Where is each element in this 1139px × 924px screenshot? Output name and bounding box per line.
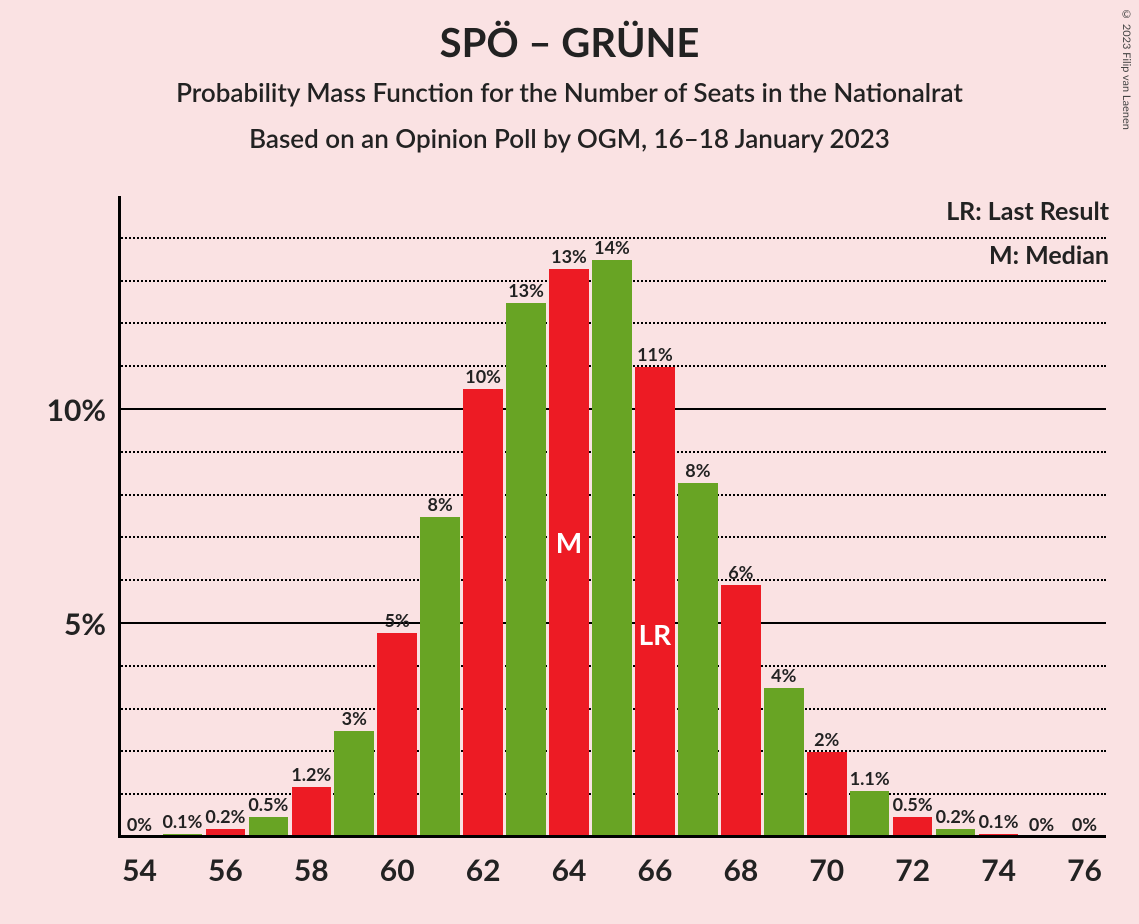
bar-value-label: 0.2% xyxy=(205,805,245,829)
bar-slot: 1.1% xyxy=(848,196,891,838)
x-tick-label: 72 xyxy=(895,838,930,888)
bar: 13% xyxy=(506,303,546,838)
bar: 5% xyxy=(377,633,417,838)
bar-slot: 1.2% xyxy=(290,196,333,838)
bar-value-label: 0.1% xyxy=(162,810,202,834)
bar-value-label: 5% xyxy=(385,609,410,633)
bar-slot: 4% xyxy=(762,196,805,838)
x-tick-label: 64 xyxy=(552,838,587,888)
plot-area: 0%0.1%0.2%0.5%1.2%3%5%8%10%13%13%M14%11%… xyxy=(118,196,1106,838)
bar-value-label: 6% xyxy=(728,561,753,585)
x-tick-label: 60 xyxy=(380,838,415,888)
bar-slot: 8% xyxy=(676,196,719,838)
copyright-text: © 2023 Filip van Laenen xyxy=(1120,8,1133,130)
chart-subtitle-2: Based on an Opinion Poll by OGM, 16–18 J… xyxy=(0,122,1139,154)
bar-value-label: 1.1% xyxy=(850,767,890,791)
bar-slot: 0% xyxy=(1063,196,1106,838)
bar-slot: 10% xyxy=(462,196,505,838)
bar-slot: 14% xyxy=(590,196,633,838)
bar: 8% xyxy=(420,517,460,838)
bar-value-label: 14% xyxy=(594,236,630,260)
bar-slot: 0% xyxy=(118,196,161,838)
bar: 1.1% xyxy=(850,791,890,838)
bar-inner-label: LR xyxy=(639,617,672,651)
bar-value-label: 0% xyxy=(1072,813,1097,837)
bar-slot: 8% xyxy=(419,196,462,838)
bar-value-label: 0% xyxy=(1029,813,1054,837)
x-tick-label: 70 xyxy=(809,838,844,888)
bar-slot: 2% xyxy=(805,196,848,838)
chart-title: SPÖ – GRÜNE xyxy=(0,18,1139,66)
bar: 2% xyxy=(807,752,847,838)
bar-value-label: 13% xyxy=(508,279,544,303)
bar-value-label: 0.1% xyxy=(979,810,1019,834)
bar-slot: 0.2% xyxy=(204,196,247,838)
x-axis xyxy=(118,835,1106,838)
bar: 10% xyxy=(463,389,503,838)
x-tick-label: 54 xyxy=(122,838,157,888)
bar-value-label: 13% xyxy=(551,245,587,269)
bar-value-label: 0.5% xyxy=(893,793,933,817)
bar-value-label: 0.5% xyxy=(248,793,288,817)
bar: 13%M xyxy=(549,269,589,838)
bar: 1.2% xyxy=(292,787,332,838)
x-tick-label: 76 xyxy=(1067,838,1102,888)
bar: 14% xyxy=(592,260,632,838)
bar-slot: 0.2% xyxy=(934,196,977,838)
bar-value-label: 11% xyxy=(637,343,673,367)
bar: 8% xyxy=(678,483,718,838)
bar-slot: 0.1% xyxy=(977,196,1020,838)
bars-container: 0%0.1%0.2%0.5%1.2%3%5%8%10%13%13%M14%11%… xyxy=(118,196,1106,838)
x-tick-label: 68 xyxy=(723,838,758,888)
bar-value-label: 8% xyxy=(685,459,710,483)
bar-slot: 3% xyxy=(333,196,376,838)
bar: 6% xyxy=(721,585,761,838)
bar: 3% xyxy=(334,731,374,838)
bar-value-label: 0.2% xyxy=(936,805,976,829)
bar-value-label: 10% xyxy=(465,365,501,389)
bar-slot: 13% xyxy=(505,196,548,838)
x-tick-label: 66 xyxy=(638,838,673,888)
bar-slot: 0.5% xyxy=(891,196,934,838)
bar-slot: 6% xyxy=(719,196,762,838)
bar-value-label: 8% xyxy=(428,493,453,517)
bar-slot: 11% LR xyxy=(633,196,676,838)
x-tick-label: 58 xyxy=(294,838,329,888)
bar-slot: 0.5% xyxy=(247,196,290,838)
y-tick-label: 10% xyxy=(47,392,118,428)
y-tick-label: 5% xyxy=(64,606,118,642)
bar-value-label: 1.2% xyxy=(291,763,331,787)
bar-inner-label: M xyxy=(556,525,582,559)
chart-subtitle-1: Probability Mass Function for the Number… xyxy=(0,76,1139,108)
bar-value-label: 2% xyxy=(814,728,839,752)
bar-value-label: 4% xyxy=(771,664,796,688)
bar-slot: 0.1% xyxy=(161,196,204,838)
bar: 11%LR xyxy=(635,367,675,838)
bar-slot: 0% xyxy=(1020,196,1063,838)
bar: 4% xyxy=(764,688,804,838)
bar-value-label: 0% xyxy=(127,813,152,837)
bar-slot: 13% M xyxy=(548,196,591,838)
x-tick-label: 56 xyxy=(208,838,243,888)
bar-slot: 5% xyxy=(376,196,419,838)
bar-value-label: 3% xyxy=(342,707,367,731)
x-tick-label: 62 xyxy=(466,838,501,888)
y-axis xyxy=(118,196,121,838)
x-tick-label: 74 xyxy=(981,838,1016,888)
title-block: SPÖ – GRÜNE Probability Mass Function fo… xyxy=(0,18,1139,154)
